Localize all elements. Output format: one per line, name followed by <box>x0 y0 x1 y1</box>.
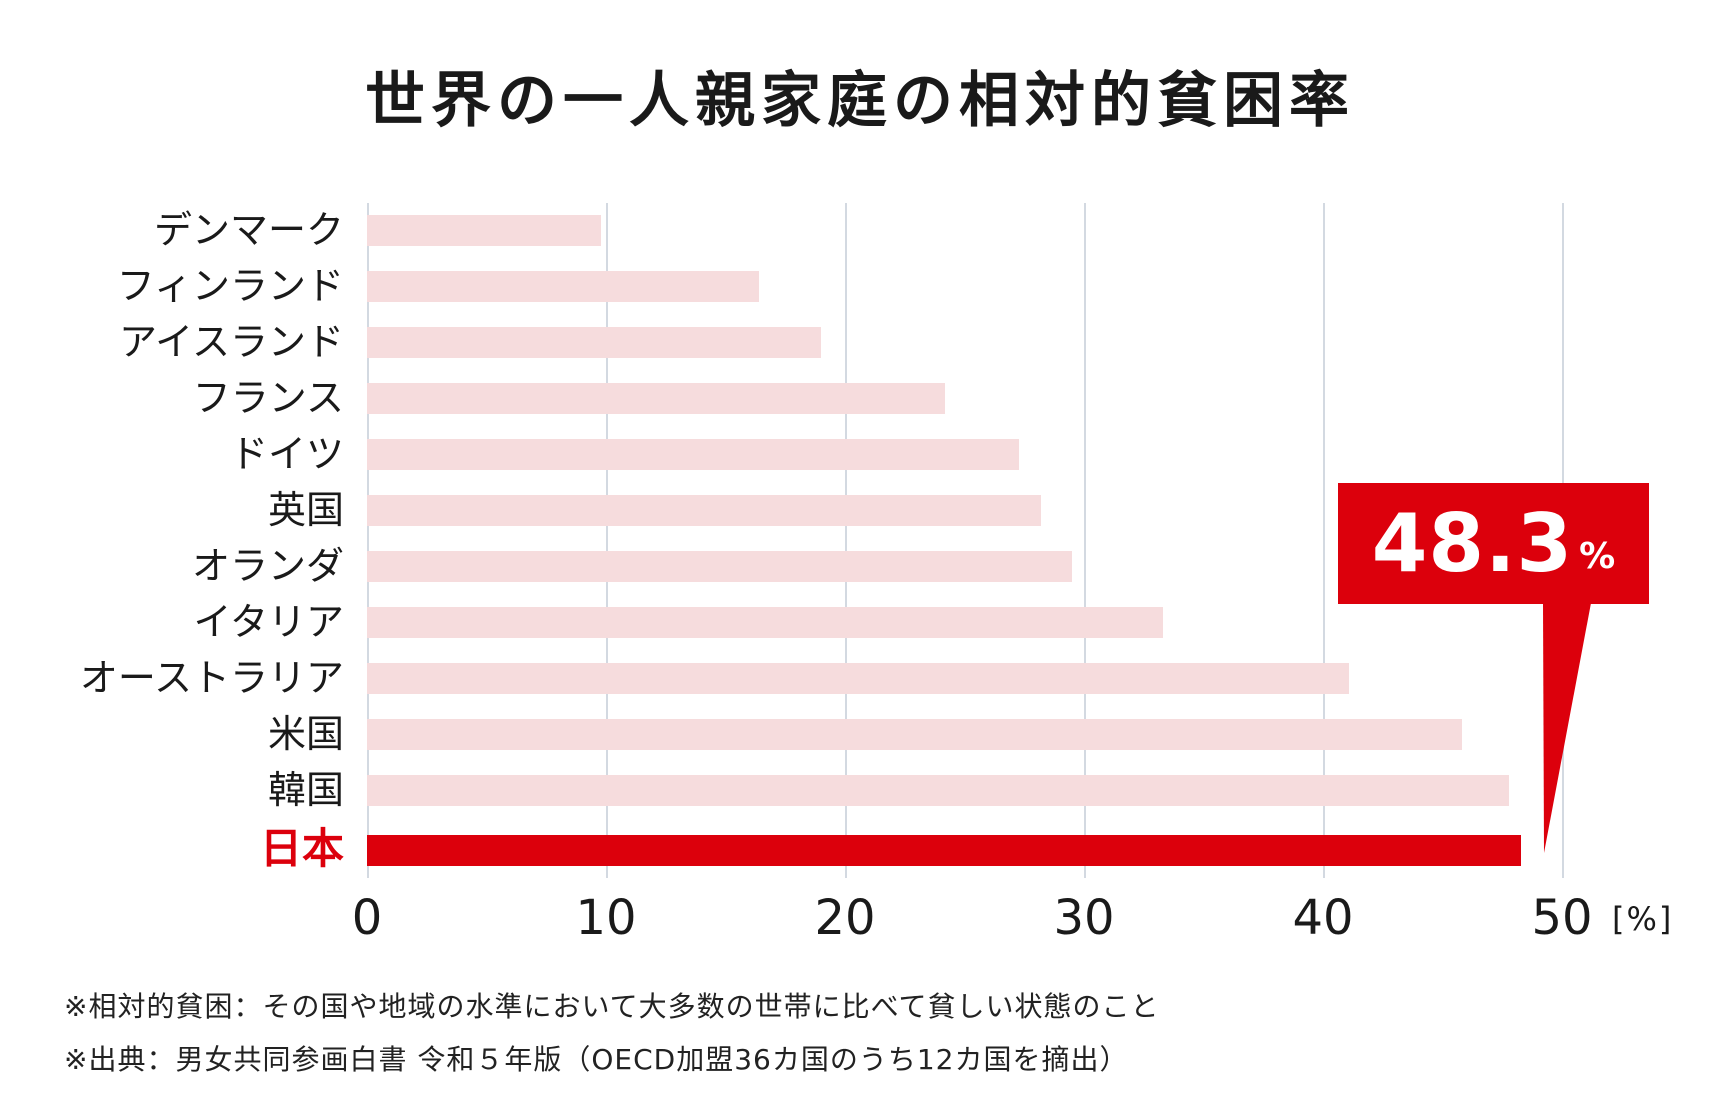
bar-uk <box>367 495 1041 526</box>
category-label: 米国 <box>267 712 344 756</box>
category-label-highlight: 日本 <box>259 824 344 873</box>
gridline-30 <box>1084 203 1086 878</box>
bar-usa <box>367 719 1462 750</box>
category-label: オランダ <box>191 544 344 588</box>
bar-france <box>367 383 945 414</box>
bar-finland <box>367 271 759 302</box>
category-label: ドイツ <box>229 432 344 476</box>
category-label: オーストラリア <box>79 656 344 700</box>
x-tick: 10 <box>575 890 637 946</box>
bar-germany <box>367 439 1019 470</box>
x-tick: 20 <box>814 890 876 946</box>
gridline-40 <box>1323 203 1325 878</box>
category-label: フランス <box>192 376 344 420</box>
x-tick: 40 <box>1292 890 1354 946</box>
x-tick: 0 <box>351 890 383 946</box>
gridline-20 <box>845 203 847 878</box>
category-label: アイスランド <box>119 320 344 364</box>
bar-korea <box>367 775 1509 806</box>
callout-value: 48.3 <box>1371 497 1574 590</box>
category-label: 韓国 <box>267 768 344 812</box>
x-axis-unit: [%] <box>1612 900 1674 938</box>
category-label: イタリア <box>193 600 344 644</box>
x-tick: 50 <box>1531 890 1593 946</box>
bar-netherlands <box>367 551 1072 582</box>
footnote-definition: ※相対的貧困：その国や地域の水準において大多数の世帯に比べて貧しい状態のこと <box>64 990 1160 1023</box>
bar-italy <box>367 607 1163 638</box>
bar-iceland <box>367 327 821 358</box>
category-label: デンマーク <box>153 208 344 252</box>
highlight-callout: 48.3 % <box>1338 483 1649 604</box>
bar-denmark <box>367 215 601 246</box>
category-label: 英国 <box>267 488 344 532</box>
gridline-0 <box>367 203 369 878</box>
bar-australia <box>367 663 1349 694</box>
x-tick: 30 <box>1053 890 1115 946</box>
gridline-10 <box>606 203 608 878</box>
category-label: フィンランド <box>116 264 344 308</box>
chart-title: 世界の一人親家庭の相対的貧困率 <box>365 66 1355 136</box>
callout-unit: % <box>1579 536 1616 577</box>
bar-japan-highlight <box>367 835 1521 866</box>
footnote-source: ※出典：男女共同参画白書 令和５年版（OECD加盟36カ国のうち12カ国を摘出） <box>64 1043 1129 1076</box>
